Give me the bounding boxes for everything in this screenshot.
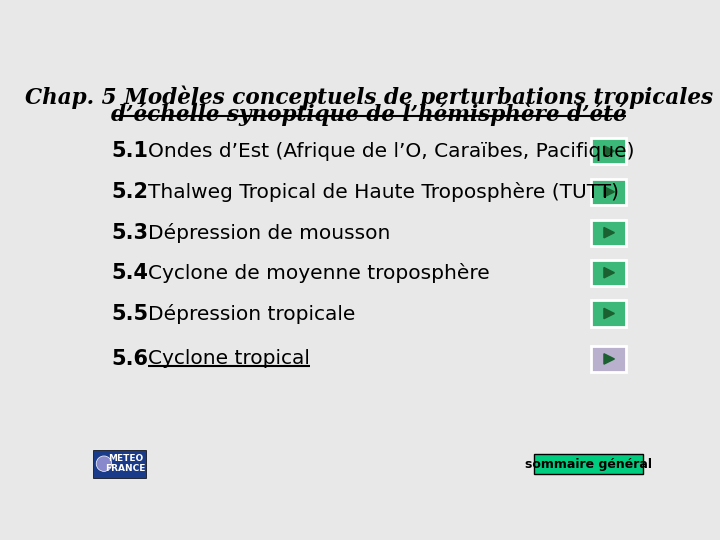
Text: 5.3: 5.3	[112, 222, 149, 242]
Text: FRANCE: FRANCE	[105, 464, 146, 473]
Text: Thalweg Tropical de Haute Troposphère (TUTT): Thalweg Tropical de Haute Troposphère (T…	[148, 182, 619, 202]
Bar	[591, 260, 626, 286]
Text: Dépression tropicale: Dépression tropicale	[148, 303, 356, 323]
Text: 5.1: 5.1	[112, 141, 149, 161]
Text: 5.5: 5.5	[112, 303, 149, 323]
Polygon shape	[604, 308, 614, 319]
Polygon shape	[604, 267, 614, 278]
Polygon shape	[604, 354, 614, 364]
Bar	[591, 220, 626, 246]
Bar	[591, 300, 626, 327]
Text: Cyclone de moyenne troposphère: Cyclone de moyenne troposphère	[148, 262, 490, 283]
Text: 5.4: 5.4	[112, 262, 149, 283]
Text: Dépression de mousson: Dépression de mousson	[148, 222, 390, 242]
Polygon shape	[604, 227, 614, 238]
Text: Cyclone tropical: Cyclone tropical	[148, 349, 310, 368]
Text: Chap. 5 Modèles conceptuels de perturbations tropicales: Chap. 5 Modèles conceptuels de perturbat…	[25, 85, 713, 109]
Text: d’échelle synoptique de l’hémisphère d’été: d’échelle synoptique de l’hémisphère d’é…	[111, 103, 627, 126]
Text: Ondes d’Est (Afrique de l’O, Caraïbes, Pacifique): Ondes d’Est (Afrique de l’O, Caraïbes, P…	[148, 141, 634, 160]
Bar	[534, 454, 642, 475]
Polygon shape	[604, 187, 614, 197]
Bar	[591, 138, 626, 164]
Polygon shape	[604, 146, 614, 156]
Text: METEO: METEO	[108, 454, 143, 463]
Circle shape	[96, 456, 112, 471]
Text: 5.2: 5.2	[112, 182, 149, 202]
Bar	[591, 346, 626, 372]
Bar	[591, 179, 626, 205]
Bar	[93, 450, 145, 477]
Text: sommaire général: sommaire général	[525, 457, 652, 470]
Text: 5.6: 5.6	[112, 349, 149, 369]
